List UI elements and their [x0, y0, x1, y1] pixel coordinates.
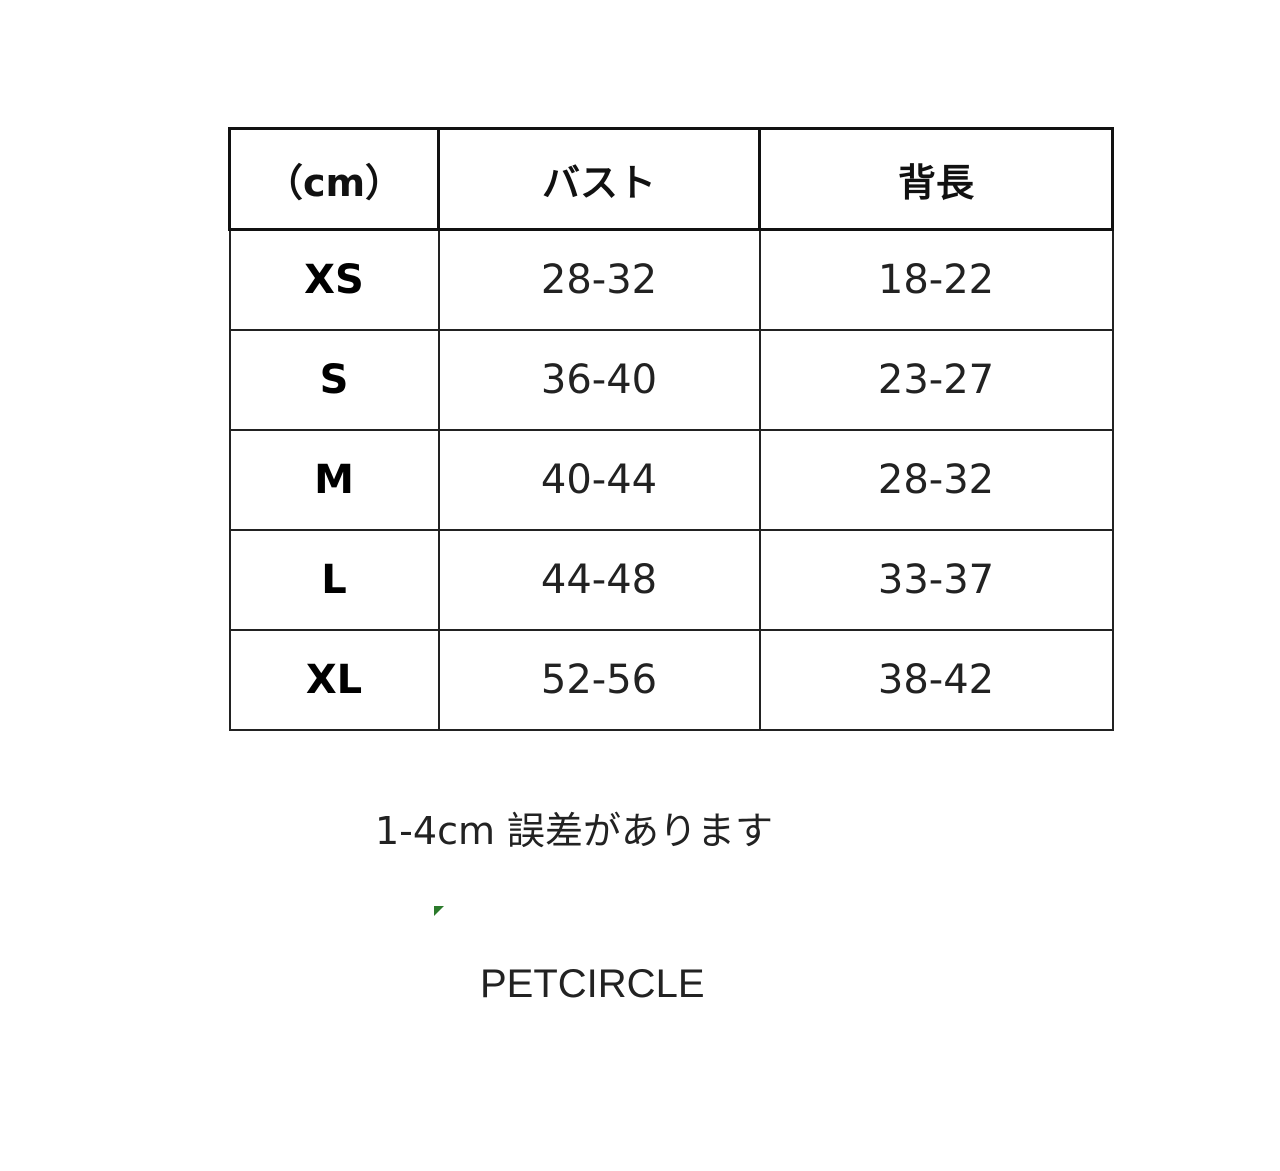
bust-cell: 28-32: [437, 228, 761, 331]
header-unit: （cm）: [228, 127, 440, 231]
bust-cell: 44-48: [437, 529, 761, 631]
size-cell: XL: [228, 629, 440, 731]
tolerance-note: 1-4cm 誤差があります: [375, 809, 774, 853]
bust-cell: 40-44: [437, 429, 761, 531]
back-length-cell: 28-32: [758, 429, 1114, 531]
back-length-cell: 18-22: [758, 228, 1114, 331]
bust-cell: 36-40: [437, 329, 761, 431]
table-header-row: （cm） バスト 背長: [228, 127, 1114, 231]
table-row: XS 28-32 18-22: [228, 228, 1114, 331]
size-chart-table: （cm） バスト 背長 XS 28-32 18-22 S 36-40 23-27…: [228, 127, 1114, 731]
back-length-cell: 38-42: [758, 629, 1114, 731]
size-cell: S: [228, 329, 440, 431]
back-length-cell: 23-27: [758, 329, 1114, 431]
size-cell: XS: [228, 228, 440, 331]
table-row: L 44-48 33-37: [228, 529, 1114, 631]
brand-name: PETCIRCLE: [480, 962, 705, 1006]
bust-cell: 52-56: [437, 629, 761, 731]
size-cell: M: [228, 429, 440, 531]
table-row: M 40-44 28-32: [228, 429, 1114, 531]
table-row: XL 52-56 38-42: [228, 629, 1114, 731]
header-back-length: 背長: [758, 127, 1114, 231]
size-cell: L: [228, 529, 440, 631]
header-bust: バスト: [437, 127, 761, 231]
back-length-cell: 33-37: [758, 529, 1114, 631]
table-row: S 36-40 23-27: [228, 329, 1114, 431]
green-corner-mark-icon: [434, 906, 444, 916]
